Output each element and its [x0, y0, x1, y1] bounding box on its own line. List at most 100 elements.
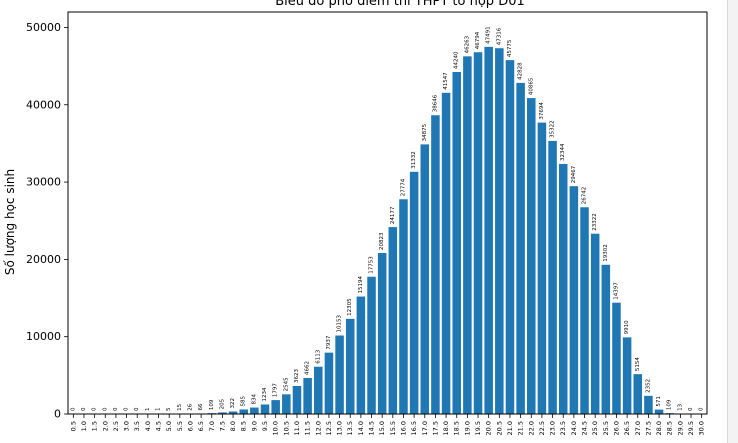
bar [548, 140, 557, 414]
x-tick-label: 8.0 [229, 421, 237, 431]
x-tick-label: 14.5 [368, 421, 376, 435]
bar-data-label: 0 [113, 407, 119, 411]
bar-data-label: 38646 [432, 94, 438, 112]
x-tick-label: 15.0 [378, 421, 386, 435]
bar-data-label: 24177 [390, 206, 396, 224]
bar-data-label: 41547 [443, 72, 449, 90]
bar-data-label: 585 [241, 395, 247, 406]
bar [335, 335, 344, 414]
y-tick-label: 30000 [26, 176, 61, 189]
plot-frame [67, 11, 708, 415]
bar [516, 82, 525, 414]
bar [505, 60, 515, 415]
bar-data-label: 0 [124, 407, 130, 411]
bar [473, 52, 483, 414]
bar-data-label: 47316 [496, 27, 502, 45]
x-tick-label: 27.0 [634, 421, 642, 435]
bar-data-label: 32344 [560, 143, 566, 161]
x-tick-label: 5.5 [176, 421, 184, 431]
x-tick-label: 28.0 [655, 421, 663, 435]
bar-data-label: 0 [699, 407, 705, 411]
bar [654, 409, 664, 414]
x-tick-label: 0.5 [69, 421, 77, 431]
x-tick-label: 16.0 [399, 421, 407, 435]
x-tick-label: 13.5 [346, 421, 354, 435]
bar-data-label: 42828 [518, 62, 524, 80]
x-tick-label: 6.5 [197, 421, 205, 431]
x-tick-label: 24.0 [570, 421, 578, 435]
bar-data-label: 7937 [326, 335, 332, 349]
bar-data-label: 1234 [262, 387, 268, 401]
bar-data-label: 14397 [613, 282, 619, 300]
bar-data-label: 40865 [528, 77, 534, 95]
bar-data-label: 1 [156, 407, 162, 411]
bar [218, 412, 227, 414]
x-tick-label: 24.5 [581, 421, 589, 435]
x-tick-label: 8.5 [240, 421, 248, 431]
x-tick-label: 3.5 [133, 421, 141, 431]
bar-data-label: 20823 [379, 232, 385, 250]
x-tick-label: 20.0 [485, 421, 493, 435]
bar [356, 296, 366, 414]
bar [601, 264, 611, 414]
bar-data-label: 47491 [486, 26, 492, 44]
bar-data-label: 5154 [635, 357, 641, 371]
bar [314, 366, 323, 414]
bar [495, 48, 504, 414]
bar [250, 407, 259, 414]
bar [644, 395, 653, 414]
x-tick-label: 23.5 [559, 421, 567, 435]
bar-data-label: 26742 [582, 187, 588, 205]
bar [292, 385, 302, 414]
x-tick-label: 11.5 [304, 421, 312, 435]
bar-data-label: 0 [102, 407, 108, 411]
bar [431, 115, 440, 414]
bar [612, 302, 621, 414]
x-tick-label: 29.0 [676, 421, 684, 435]
x-tick-label: 9.5 [261, 421, 269, 431]
bar-data-label: 17753 [369, 256, 375, 274]
x-tick-label: 19.5 [474, 421, 482, 435]
bar [622, 337, 632, 414]
bar-data-label: 29467 [571, 165, 577, 183]
x-tick-label: 28.5 [666, 421, 674, 435]
x-tick-label: 3.0 [123, 421, 131, 431]
bar-data-label: 4662 [305, 361, 311, 375]
x-tick-label: 7.5 [218, 421, 226, 431]
x-tick-label: 27.5 [644, 421, 652, 435]
x-tick-label: 6.0 [186, 421, 194, 431]
x-tick-label: 12.5 [325, 421, 333, 435]
bar-data-label: 834 [251, 394, 257, 405]
bar-data-label: 66 [198, 403, 204, 410]
bar [282, 394, 291, 414]
bar-data-label: 205 [219, 398, 225, 409]
bar [569, 186, 579, 414]
bar [537, 122, 547, 415]
bar-data-label: 109 [667, 399, 673, 410]
bar [260, 404, 270, 414]
bar [239, 409, 248, 414]
x-tick-label: 16.5 [410, 421, 418, 435]
bar [527, 98, 536, 414]
bar-data-label: 12305 [347, 298, 353, 316]
x-tick-label: 12.0 [314, 421, 322, 435]
bar [399, 199, 408, 414]
bar-data-label: 46263 [464, 35, 470, 53]
bar-data-label: 19302 [603, 244, 609, 262]
bar-data-label: 1 [145, 407, 151, 411]
chart-title: Biểu đồ phổ điểm thi THPT tổ hợp D01 [275, 0, 525, 9]
bar-data-label: 3623 [294, 368, 300, 382]
x-tick-label: 15.5 [389, 421, 397, 435]
x-tick-label: 19.0 [463, 421, 471, 435]
x-tick-label: 26.0 [612, 421, 620, 435]
bar-data-label: 45775 [507, 39, 513, 57]
bar-data-label: 27774 [400, 178, 406, 196]
bar [388, 227, 398, 414]
bar-data-label: 2352 [645, 379, 651, 393]
bar-data-label: 26 [187, 403, 193, 410]
bar-data-label: 44240 [454, 51, 460, 69]
x-tick-label: 1.0 [80, 421, 88, 431]
x-tick-label: 13.0 [336, 421, 344, 435]
bar-data-label: 0 [134, 407, 140, 411]
